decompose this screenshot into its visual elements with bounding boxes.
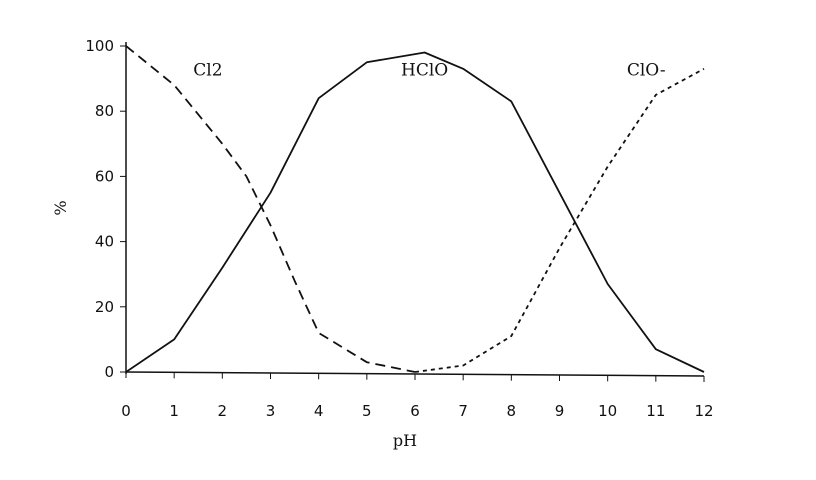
- x-tick-label: 0: [121, 402, 131, 420]
- series-line-clo: [415, 69, 704, 372]
- x-axis-label: pH: [393, 431, 417, 450]
- x-tick-label: 10: [598, 402, 617, 420]
- y-tick-label: 40: [95, 233, 114, 251]
- x-tick-label: 2: [218, 402, 228, 420]
- y-axis-ticks: 0 20 40 60 80 100: [85, 37, 126, 381]
- x-tick-label: 1: [169, 402, 179, 420]
- series-label-clo: ClO-: [627, 60, 666, 80]
- y-tick-label: 20: [95, 298, 114, 316]
- axes: [126, 42, 704, 376]
- x-tick-label: 4: [314, 402, 324, 420]
- y-tick-label: 0: [104, 363, 114, 381]
- x-tick-label: 9: [555, 402, 565, 420]
- series-line-hclo: [126, 53, 704, 373]
- y-tick-label: 80: [95, 102, 114, 120]
- series-labels: Cl2 HClO ClO-: [193, 60, 665, 80]
- y-tick-label: 60: [95, 167, 114, 185]
- x-tick-label: 6: [410, 402, 420, 420]
- x-tick-label: 11: [646, 402, 665, 420]
- y-axis-label: %: [51, 200, 70, 215]
- x-tick-label: 3: [266, 402, 276, 420]
- y-tick-label: 100: [85, 37, 114, 55]
- series-label-hclo: HClO: [401, 60, 448, 80]
- x-tick-label: 7: [458, 402, 468, 420]
- x-tick-label: 5: [362, 402, 372, 420]
- series-label-cl2: Cl2: [193, 60, 222, 80]
- x-tick-label: 12: [694, 402, 713, 420]
- series-line-cl2: [126, 46, 415, 372]
- series-layer: [126, 46, 704, 372]
- x-axis-ticks: 0123456789101112: [121, 372, 713, 420]
- x-tick-label: 8: [507, 402, 517, 420]
